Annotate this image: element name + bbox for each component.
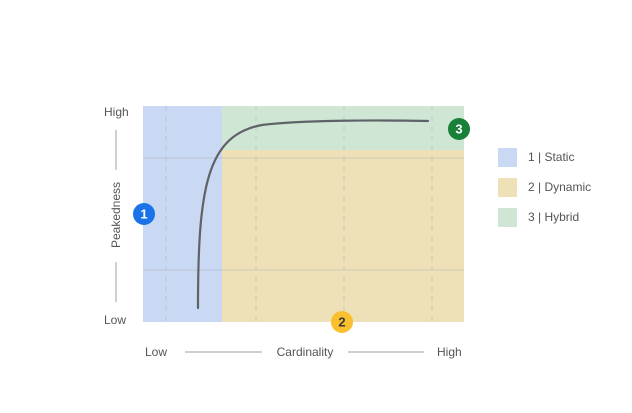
svg-text:1: 1	[140, 207, 147, 222]
legend-item-hybrid: 3 | Hybrid	[498, 206, 628, 228]
legend-item-dynamic: 2 | Dynamic	[498, 176, 628, 198]
legend-swatch-static	[498, 147, 517, 167]
legend-label-dynamic: 2 | Dynamic	[528, 180, 592, 194]
legend-item-static: 1 | Static	[498, 146, 628, 168]
y-axis-high-label: High	[104, 105, 129, 119]
y-axis-title: Peakedness	[109, 182, 123, 248]
x-axis-low-label: Low	[145, 345, 167, 359]
y-axis-low-label: Low	[104, 313, 126, 327]
badge-hybrid: 3	[448, 118, 470, 140]
legend-swatch-hybrid	[498, 207, 517, 227]
svg-text:3: 3	[455, 122, 462, 137]
region-static	[143, 106, 222, 322]
legend-label-static: 1 | Static	[528, 150, 575, 164]
grid-lines	[143, 106, 464, 322]
badge-dynamic: 2	[331, 311, 353, 333]
peakedness-curve	[196, 119, 430, 310]
x-axis-title: Cardinality	[277, 345, 334, 359]
region-dynamic	[222, 150, 464, 322]
svg-text:2: 2	[338, 315, 345, 330]
legend: 1 | Static 2 | Dynamic 3 | Hybrid	[498, 146, 628, 236]
x-axis-high-label: High	[437, 345, 462, 359]
badge-static: 1	[133, 203, 155, 225]
legend-swatch-dynamic	[498, 177, 517, 197]
region-hybrid	[222, 106, 464, 150]
legend-label-hybrid: 3 | Hybrid	[528, 210, 580, 224]
